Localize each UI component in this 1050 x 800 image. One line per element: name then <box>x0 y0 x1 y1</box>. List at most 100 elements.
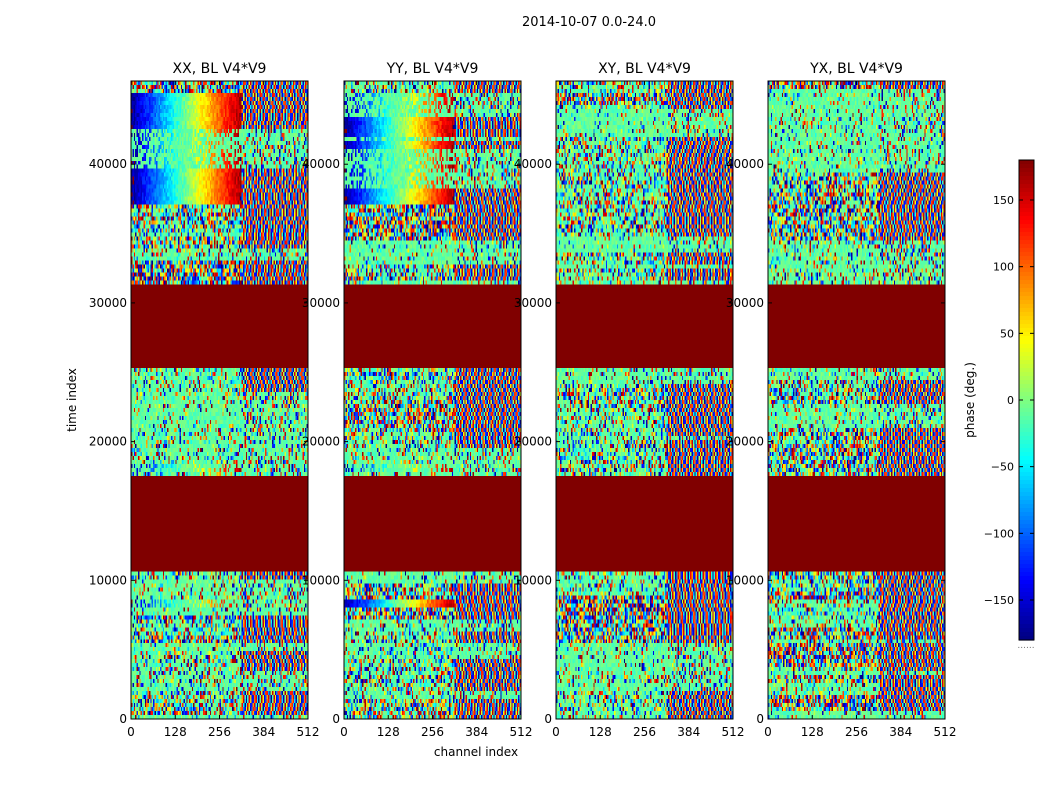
colorbar-segment <box>1019 192 1034 197</box>
colorbar-segment <box>1019 592 1034 597</box>
y-tick-label: 30000 <box>302 296 340 310</box>
y-tick-label: 10000 <box>514 573 552 587</box>
colorbar-segment <box>1019 480 1034 485</box>
y-tick-label: 40000 <box>514 157 552 171</box>
x-tick-label: 128 <box>164 725 187 739</box>
colorbar-tick-label: 50 <box>1000 327 1014 340</box>
colorbar-segment <box>1019 248 1034 253</box>
x-tick-label: 512 <box>722 725 745 739</box>
colorbar-segment <box>1019 308 1034 313</box>
colorbar-segment <box>1019 292 1034 297</box>
colorbar-tick-label: 100 <box>993 261 1014 274</box>
colorbar-segment <box>1019 392 1034 397</box>
colorbar-segment <box>1019 284 1034 289</box>
colorbar-segment <box>1019 188 1034 193</box>
x-tick-label: 256 <box>208 725 231 739</box>
colorbar-segment <box>1019 488 1034 493</box>
colorbar-segment <box>1019 384 1034 389</box>
colorbar-segment <box>1019 432 1034 437</box>
x-tick-label: 384 <box>465 725 488 739</box>
x-tick-label: 384 <box>677 725 700 739</box>
y-tick-label: 0 <box>756 712 764 726</box>
heatmap-panel-2: YY, BL V4*V9 0 128 256 384 512 0 10000 20000 3000… <box>302 61 533 739</box>
colorbar-segment <box>1019 220 1034 225</box>
colorbar-segment <box>1019 344 1034 349</box>
colorbar-label: phase (deg.) <box>963 362 977 438</box>
y-tick-label: 10000 <box>302 573 340 587</box>
y-tick-label: 10000 <box>726 573 764 587</box>
colorbar-segment <box>1019 464 1034 469</box>
colorbar-segment <box>1019 332 1034 337</box>
colorbar-segment <box>1019 380 1034 385</box>
y-tick-label: 20000 <box>89 435 127 449</box>
colorbar-segment <box>1019 280 1034 285</box>
colorbar-segment <box>1019 364 1034 369</box>
colorbar-segment <box>1019 580 1034 585</box>
colorbar-segment <box>1019 524 1034 529</box>
colorbar-segment <box>1019 316 1034 321</box>
y-tick-label: 30000 <box>89 296 127 310</box>
panel-title: YY, BL V4*V9 <box>386 61 479 77</box>
colorbar-segment <box>1019 628 1034 633</box>
heatmap-panel-1: XX, BL V4*V9 0 128 256 384 512 0 10000 20000 3000… <box>89 61 320 739</box>
panel-title: YX, BL V4*V9 <box>809 61 903 77</box>
colorbar-segment <box>1019 208 1034 213</box>
colorbar-segment <box>1019 476 1034 481</box>
colorbar-segment <box>1019 196 1034 201</box>
colorbar-segment <box>1019 612 1034 617</box>
colorbar-segment <box>1019 564 1034 569</box>
colorbar-tick-label: 0 <box>1007 394 1014 407</box>
colorbar-segment <box>1019 252 1034 257</box>
heatmap-cells <box>344 81 521 719</box>
colorbar-segment <box>1019 264 1034 269</box>
x-tick-label: 256 <box>421 725 444 739</box>
colorbar-tick-label: −50 <box>991 461 1014 474</box>
colorbar-segment <box>1019 256 1034 261</box>
colorbar-segment <box>1019 336 1034 341</box>
y-tick-label: 30000 <box>726 296 764 310</box>
heatmap-cells <box>768 81 945 719</box>
x-tick-label: 0 <box>340 725 348 739</box>
colorbar-segment <box>1019 168 1034 173</box>
colorbar-segment <box>1019 500 1034 505</box>
x-tick-label: 256 <box>633 725 656 739</box>
x-tick-label: 0 <box>552 725 560 739</box>
colorbar-segment <box>1019 412 1034 417</box>
colorbar-segment <box>1019 176 1034 181</box>
colorbar-segment <box>1019 436 1034 441</box>
colorbar-segment <box>1019 396 1034 401</box>
colorbar-segment <box>1019 180 1034 185</box>
colorbar-segment <box>1019 416 1034 421</box>
colorbar-segment <box>1019 484 1034 489</box>
colorbar-segment <box>1019 492 1034 497</box>
colorbar-segment <box>1019 276 1034 281</box>
colorbar-segment <box>1019 632 1034 637</box>
colorbar-segment <box>1019 468 1034 473</box>
y-tick-label: 40000 <box>302 157 340 171</box>
colorbar-segment <box>1019 360 1034 365</box>
colorbar-segment <box>1019 296 1034 301</box>
colorbar-segment <box>1019 568 1034 573</box>
colorbar-segment <box>1019 228 1034 233</box>
x-tick-label: 0 <box>127 725 135 739</box>
colorbar-segment <box>1019 320 1034 325</box>
heatmap-cells <box>556 81 733 719</box>
colorbar-segment <box>1019 440 1034 445</box>
colorbar-segment <box>1019 496 1034 501</box>
colorbar-segment <box>1019 512 1034 517</box>
figure-suptitle: 2014-10-07 0.0-24.0 <box>522 15 656 30</box>
colorbar-segment <box>1019 536 1034 541</box>
colorbar-segment <box>1019 216 1034 221</box>
colorbar-segment <box>1019 616 1034 621</box>
colorbar-segment <box>1019 588 1034 593</box>
y-tick-label: 40000 <box>89 157 127 171</box>
x-tick-label: 0 <box>764 725 772 739</box>
colorbar-segment <box>1019 552 1034 557</box>
colorbar-segment <box>1019 172 1034 177</box>
colorbar-segment <box>1019 300 1034 305</box>
colorbar-segment <box>1019 212 1034 217</box>
y-tick-label: 20000 <box>514 435 552 449</box>
colorbar-segment <box>1019 236 1034 241</box>
colorbar-segment <box>1019 584 1034 589</box>
